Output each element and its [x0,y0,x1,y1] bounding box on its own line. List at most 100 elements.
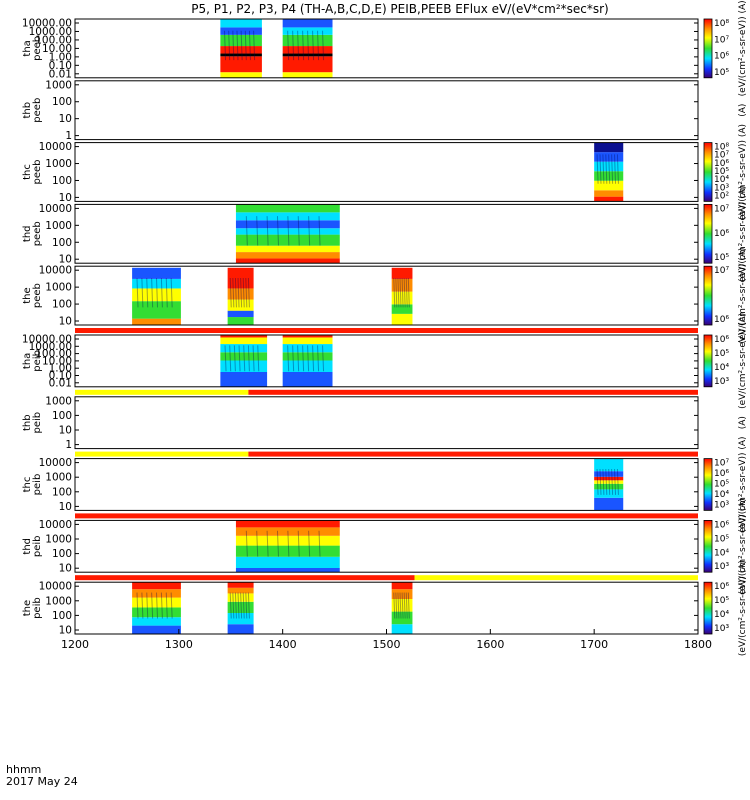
colorbar-tick-label: 10⁵ [714,349,729,359]
panel-label-probe: tha [22,353,33,369]
texture-line [405,592,408,619]
status-bar-segment [75,328,698,333]
texture-line [229,277,232,308]
colorbar-units-label: (A) [738,104,748,117]
texture-line [308,216,311,246]
y-tick-label: 10 [59,501,72,513]
panel-thb-peib: 1000 100 10 1 thb peib (A) [22,389,748,451]
y-tick-label: 10000 [39,203,72,215]
texture-line [245,216,248,246]
y-tick-label: 10000.00 [22,334,72,346]
texture-line [229,592,232,619]
panel-frame [74,18,699,79]
texture-line [136,277,139,308]
colorbar-units-label: (eV/(cm²-s-sr-eV)) (A) [738,313,748,409]
texture-line [232,592,235,619]
texture-line [308,530,311,557]
y-tick-label: 1000 [45,534,72,546]
spectrogram-band [220,46,262,54]
spectrogram-band [132,288,181,302]
colorbar-gradient [703,18,713,79]
spectrogram-band [235,220,340,229]
spectrogram-band [220,360,268,372]
colorbar-tick-label: 10⁵ [714,480,729,490]
spectrogram-band [227,593,254,602]
texture-line [395,277,398,308]
status-bar-segment [248,389,698,395]
spectrogram-band [220,72,262,78]
panel-frame [74,265,699,326]
texture-line [242,592,245,619]
spectrogram-band [235,228,340,235]
y-tick-label: 10000 [39,581,72,593]
colorbar-units-label: (eV/(cm²-s-sr-eV)) (A) [738,498,748,594]
texture-line [234,277,237,308]
y-tick-label: 100.00 [35,34,72,46]
colorbar-tick-label: 10⁷ [714,204,729,214]
y-tick-label: 10000.00 [22,18,72,30]
colorbar-tick-label: 10⁵ [714,253,729,263]
texture-line [224,345,227,372]
spectrogram-band [282,46,333,54]
texture-line [322,30,325,61]
spectrogram-band [282,337,333,345]
y-tick-label: 1000 [45,282,72,294]
y-tick-label: 100 [52,486,72,498]
spectrogram-band [282,352,333,361]
colorbar-tick-label: 10⁴ [714,363,729,373]
y-tick-label: 1000.00 [29,341,72,353]
spectrogram-band [220,19,262,28]
spectrogram-band [594,480,624,484]
texture-line [407,277,410,308]
texture-line [245,592,248,619]
y-tick-label: 1000 [45,158,72,170]
spectrogram-band [594,180,624,191]
panel-thd-peeb: 10000 1000 100 10 thd peeb 10⁷ 10⁶ 10⁵ (eV/(cm²-s… [22,186,748,282]
texture-line [165,592,168,619]
texture-line [397,592,400,619]
texture-line [302,345,305,372]
spectrogram-band [220,344,268,353]
panel-frame [74,80,699,141]
spectrogram-band [227,587,254,594]
colorbar-tick-label: 10³ [714,377,729,387]
colorbar: 10⁶ 10⁵ 10⁴ 10³ (eV/(cm²-s-sr-eV)) (A) [703,498,748,594]
spectrogram-band [235,556,340,568]
spectrogram-band [391,589,413,599]
colorbar-tick-label: 10⁸ [714,143,729,153]
panel-label-species: peeb [32,221,43,246]
texture-line [160,277,163,308]
texture-line [608,154,611,184]
texture-line [151,277,154,308]
spectrogram-band [220,335,268,338]
texture-line [253,30,256,61]
texture-line [397,277,400,308]
colorbar-gradient [703,203,713,264]
texture-line [266,530,269,557]
colorbar-tick-label: 10⁶ [714,520,729,530]
colorbar-tick-label: 10⁵ [714,68,729,78]
y-tick-label: 1000 [45,595,72,607]
texture-line [224,30,227,61]
texture-line [317,30,320,61]
panels-group: 10000.001000.00100.0010.001.000.100.01th… [22,0,748,656]
colorbar-tick-label: 10⁶ [714,159,729,169]
panel-label-probe: thb [22,102,33,119]
colorbar: 10⁷ 10⁶ (eV/(cm²-s-sr-eV)) (A) [703,248,748,344]
spectrogram-band [227,288,254,300]
texture-line [228,30,231,61]
texture-line [287,30,290,61]
colorbar-tick-label: 10⁵ [714,596,729,606]
texture-line [399,592,402,619]
spectrogram-band [282,360,333,372]
texture-line [596,154,599,184]
spectrogram-band [227,317,254,325]
y-tick-label: 100 [52,299,72,311]
texture-line [245,277,248,308]
status-bar-segment [75,513,698,519]
texture-line [399,277,402,308]
colorbar-tick-label: 10³ [714,562,729,572]
colorbar-tick-label: 10² [714,191,729,201]
colorbar-gradient [703,334,713,388]
